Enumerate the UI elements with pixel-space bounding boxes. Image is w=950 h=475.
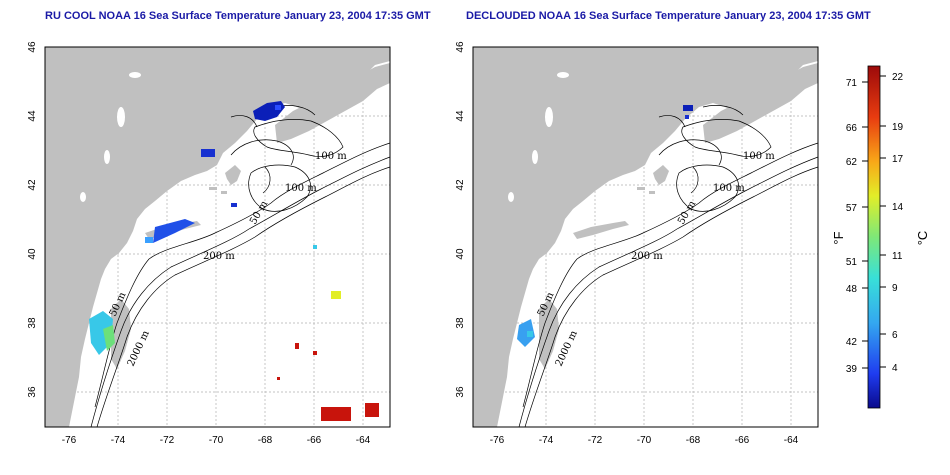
right-lat-tick: 42	[455, 179, 466, 191]
left-lat-tick: 38	[27, 317, 38, 329]
fahrenheit-ticks: 71 66 62 57 51 48 42 39	[846, 78, 868, 375]
left-map-panel: 100 m 100 m 50 m 200 m 50 m 2000 m -76 -…	[27, 41, 391, 446]
celsius-tick-label: 6	[892, 330, 898, 341]
left-lon-tick: -66	[307, 435, 322, 446]
right-contour-label-2: 100 m	[713, 183, 745, 194]
fahrenheit-tick-label: 42	[846, 337, 858, 348]
right-x-axis: -76 -74 -72 -70 -68 -66 -64	[490, 435, 799, 446]
right-lat-tick: 36	[455, 386, 466, 398]
right-sst-overlay	[517, 105, 693, 347]
left-contour-label-2: 100 m	[285, 183, 317, 194]
fahrenheit-tick-label: 39	[846, 364, 858, 375]
left-lon-tick: -68	[258, 435, 273, 446]
colorbar-gradient	[867, 65, 881, 409]
left-lon-tick: -70	[209, 435, 224, 446]
celsius-tick-label: 9	[892, 283, 898, 294]
left-y-axis: 46 44 42 40 38 36	[27, 41, 38, 398]
fahrenheit-tick-label: 62	[846, 157, 858, 168]
fahrenheit-tick-label: 71	[846, 78, 858, 89]
left-lon-tick: -76	[62, 435, 77, 446]
temperature-colorbar: 71 66 62 57 51 48 42 39 22 19 17 14 11 9…	[831, 65, 930, 409]
celsius-tick-label: 11	[892, 251, 903, 262]
left-sst-overlay	[89, 101, 379, 421]
right-map-frame	[472, 46, 819, 428]
right-lon-tick: -66	[735, 435, 750, 446]
celsius-tick-label: 4	[892, 363, 898, 374]
left-lon-tick: -72	[160, 435, 175, 446]
left-lat-tick: 36	[27, 386, 38, 398]
right-lon-tick: -72	[588, 435, 603, 446]
celsius-tick-label: 22	[892, 72, 904, 83]
fahrenheit-tick-label: 48	[846, 284, 858, 295]
right-lat-tick: 46	[455, 41, 466, 53]
left-x-axis: -76 -74 -72 -70 -68 -66 -64	[62, 435, 371, 446]
right-lat-tick: 44	[455, 110, 466, 122]
celsius-ticks: 22 19 17 14 11 9 6 4	[880, 72, 904, 374]
right-y-axis: 46 44 42 40 38 36	[455, 41, 466, 398]
celsius-tick-label: 19	[892, 122, 904, 133]
fahrenheit-unit-label: °F	[831, 231, 846, 244]
left-lat-tick: 46	[27, 41, 38, 53]
left-lon-tick: -74	[111, 435, 126, 446]
right-lon-tick: -64	[784, 435, 799, 446]
right-contour-label-1: 100 m	[743, 151, 775, 162]
right-lat-tick: 38	[455, 317, 466, 329]
right-map-panel: 100 m 100 m 50 m 200 m 50 m 2000 m -76 -…	[455, 41, 819, 446]
fahrenheit-tick-label: 57	[846, 203, 858, 214]
right-lon-tick: -68	[686, 435, 701, 446]
left-lon-tick: -64	[356, 435, 371, 446]
celsius-tick-label: 17	[892, 154, 904, 165]
fahrenheit-tick-label: 51	[846, 257, 858, 268]
right-contour-label-4: 200 m	[631, 251, 663, 262]
left-lat-tick: 44	[27, 110, 38, 122]
left-map-title: RU COOL NOAA 16 Sea Surface Temperature …	[45, 10, 431, 22]
right-map-title: DECLOUDED NOAA 16 Sea Surface Temperatur…	[466, 10, 871, 22]
right-lon-tick: -76	[490, 435, 505, 446]
left-contour-label-4: 200 m	[203, 251, 235, 262]
celsius-unit-label: °C	[915, 231, 930, 246]
left-lat-tick: 40	[27, 248, 38, 260]
fahrenheit-tick-label: 66	[846, 123, 858, 134]
left-contour-label-1: 100 m	[315, 151, 347, 162]
right-lat-tick: 40	[455, 248, 466, 260]
left-lat-tick: 42	[27, 179, 38, 191]
right-lon-tick: -74	[539, 435, 554, 446]
celsius-tick-label: 14	[892, 202, 904, 213]
left-map-frame	[44, 46, 391, 428]
right-lon-tick: -70	[637, 435, 652, 446]
